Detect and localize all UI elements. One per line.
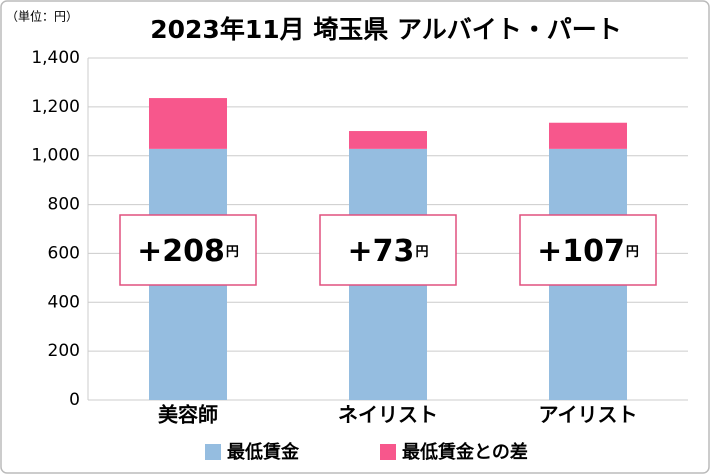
value-label-box [119,214,257,286]
y-tick-label: 1,200 [31,97,80,117]
chart-title: 2023年11月 埼玉県 アルバイト・パート [150,15,622,44]
y-tick-label: 800 [48,195,80,215]
x-tick-label: ネイリスト [338,403,438,427]
value-label-number: +208 [137,234,225,269]
y-tick-label: 400 [48,292,80,312]
y-tick-label: 200 [48,341,80,361]
value-label: +73円 [348,234,429,269]
y-tick-label: 0 [69,390,80,410]
legend-swatch [205,444,221,460]
legend-swatch [380,444,396,460]
bar-segment [349,131,427,149]
x-tick-label: アイリスト [539,403,638,427]
value-label-box [319,214,457,286]
value-label: +107円 [537,234,639,269]
value-label-box [519,214,657,286]
y-tick-label: 600 [48,243,80,263]
bar-segment [149,98,227,149]
value-label-number: +107 [537,234,625,269]
y-tick-label: 1,000 [31,146,80,166]
bar-segment [549,122,627,149]
value-label-unit: 円 [626,245,639,260]
y-tick-label: 1,400 [31,48,80,68]
value-label-number: +73 [348,234,415,269]
value-label-unit: 円 [415,245,428,260]
value-label-unit: 円 [226,245,239,260]
legend-label: 最低賃金との差 [402,441,528,463]
legend-label: 最低賃金 [227,441,300,463]
unit-label: （単位：円） [6,9,78,24]
x-tick-label: 美容師 [158,403,218,427]
value-label: +208円 [137,234,239,269]
